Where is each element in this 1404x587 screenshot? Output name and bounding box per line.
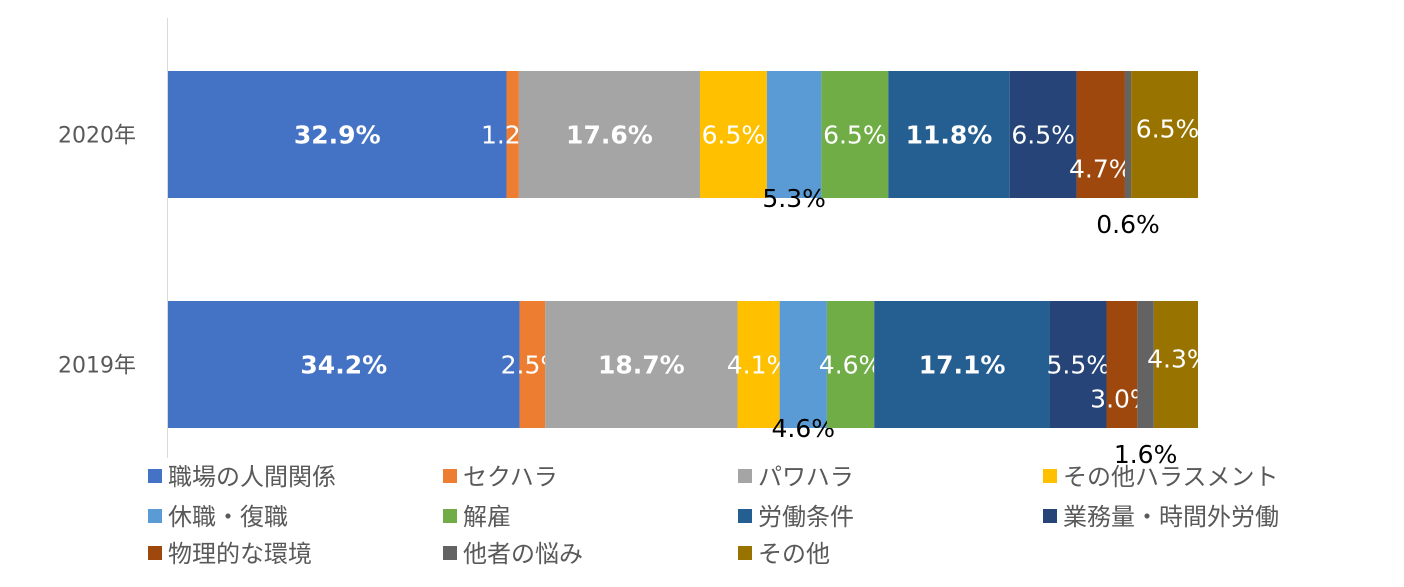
data-label: 18.7% (598, 351, 685, 380)
legend-swatch (1043, 509, 1057, 523)
legend-item: 物理的な環境 (148, 540, 312, 568)
legend-item: 解雇 (443, 503, 511, 531)
data-label: 6.5% (702, 121, 766, 150)
legend-item: 休職・復職 (148, 503, 288, 531)
bar-segment (1131, 71, 1198, 198)
legend-item: 職場の人間関係 (148, 463, 336, 491)
bar-segment (766, 71, 822, 198)
data-label: 5.5% (1046, 351, 1110, 380)
bar-segment (506, 71, 519, 198)
legend-label: 他者の悩み (463, 540, 583, 568)
bar-segment (826, 301, 875, 428)
bar-segment (1009, 71, 1077, 198)
bar-segment (1076, 71, 1125, 198)
legend-item: その他 (738, 540, 830, 568)
data-label: 5.3% (762, 184, 826, 213)
bar-segment (874, 301, 1050, 428)
bar-segment (168, 71, 507, 198)
legend-item: セクハラ (443, 463, 558, 491)
legend-item: 他者の悩み (443, 540, 583, 568)
data-label: 17.1% (919, 351, 1006, 380)
bar-segment (779, 301, 827, 428)
category-label: 2020年 (58, 124, 136, 149)
legend-swatch (443, 546, 457, 560)
legend-label: 休職・復職 (168, 503, 288, 531)
bar-segment (821, 71, 889, 198)
legend-label: 物理的な環境 (168, 540, 312, 568)
data-label: 4.6% (819, 351, 883, 380)
legend-label: 業務量・時間外労働 (1063, 503, 1279, 531)
bar-segment (1153, 301, 1198, 428)
data-label: 34.2% (300, 351, 387, 380)
data-label: 6.5% (1011, 121, 1075, 150)
legend-item: 労働条件 (738, 503, 854, 531)
bar-segment (168, 301, 520, 428)
legend-label: パワハラ (758, 463, 854, 491)
legend-label: 解雇 (463, 503, 511, 531)
legend-swatch (1043, 469, 1057, 483)
legend-swatch (738, 469, 752, 483)
data-label: 17.6% (566, 121, 653, 150)
category-label: 2019年 (58, 354, 136, 379)
bar-segment (545, 301, 738, 428)
bar-segment (888, 71, 1010, 198)
data-label: 1.6% (1114, 440, 1178, 469)
legend-swatch (738, 509, 752, 523)
legend-swatch (148, 509, 162, 523)
data-label: 32.9% (294, 121, 381, 150)
data-label: 4.3% (1147, 345, 1211, 374)
legend-label: 職場の人間関係 (168, 463, 336, 491)
data-label: 11.8% (906, 121, 993, 150)
legend-label: その他ハラスメント (1063, 463, 1279, 491)
bar-segment (1106, 301, 1138, 428)
legend-label: セクハラ (463, 463, 558, 491)
legend-label: その他 (758, 540, 830, 568)
legend-swatch (148, 469, 162, 483)
data-label: 6.5% (823, 121, 887, 150)
data-label: 4.7% (1069, 155, 1133, 184)
legend-swatch (148, 546, 162, 560)
bar-segment (518, 71, 700, 198)
bar-segment (519, 301, 546, 428)
legend-swatch (443, 509, 457, 523)
legend-swatch (738, 546, 752, 560)
legend-swatch (443, 469, 457, 483)
bar-segment (737, 301, 780, 428)
bar-segment (1124, 71, 1132, 198)
bar-segment (1137, 301, 1154, 428)
legend-item: 業務量・時間外労働 (1043, 503, 1279, 531)
bar-segment (699, 71, 767, 198)
legend-label: 労働条件 (758, 503, 854, 531)
data-label: 6.5% (1136, 115, 1200, 144)
data-label: 0.6% (1096, 210, 1160, 239)
legend-item: その他ハラスメント (1043, 463, 1279, 491)
legend-item: パワハラ (738, 463, 854, 491)
data-label: 4.6% (772, 414, 836, 443)
bar-segment (1049, 301, 1107, 428)
